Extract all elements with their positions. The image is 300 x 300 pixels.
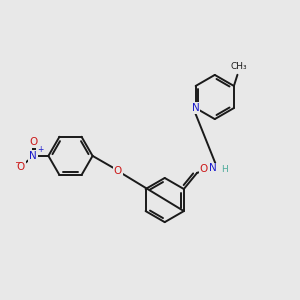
Text: H: H <box>221 165 228 174</box>
Text: O: O <box>16 162 25 172</box>
Text: N: N <box>192 103 200 113</box>
Text: +: + <box>37 145 44 154</box>
Text: N: N <box>29 151 37 161</box>
Text: CH₃: CH₃ <box>230 62 247 71</box>
Text: O: O <box>113 166 122 176</box>
Text: −: − <box>14 157 22 166</box>
Text: O: O <box>29 137 37 147</box>
Text: O: O <box>200 164 208 174</box>
Text: N: N <box>209 164 217 173</box>
